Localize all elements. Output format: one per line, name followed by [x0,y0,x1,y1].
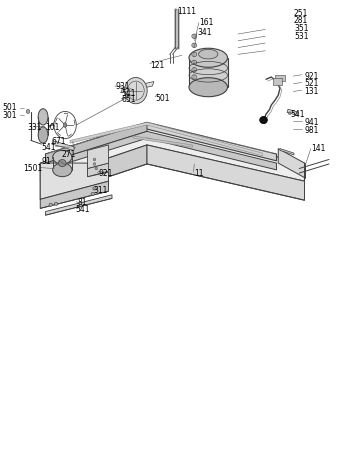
Ellipse shape [189,78,228,96]
Text: 11: 11 [194,169,204,178]
Polygon shape [46,122,147,163]
Polygon shape [52,141,75,150]
Text: 81: 81 [77,198,86,207]
Ellipse shape [93,163,96,165]
Ellipse shape [93,187,96,190]
Text: 251: 251 [294,9,308,18]
Ellipse shape [26,109,30,113]
Text: 1501: 1501 [23,164,42,173]
Polygon shape [40,127,304,181]
Text: 331: 331 [27,123,42,132]
Polygon shape [278,149,304,178]
Polygon shape [70,122,262,156]
Ellipse shape [125,77,147,104]
Polygon shape [88,163,108,177]
Ellipse shape [91,192,94,196]
Polygon shape [40,163,108,199]
Ellipse shape [199,49,218,59]
Ellipse shape [54,202,58,205]
Text: 301: 301 [3,111,17,120]
FancyBboxPatch shape [275,75,285,81]
Ellipse shape [52,163,72,177]
Text: 671: 671 [52,137,66,146]
Ellipse shape [192,43,197,48]
Ellipse shape [192,75,197,79]
Ellipse shape [192,52,197,57]
Text: 121: 121 [150,61,165,70]
Text: 931: 931 [116,82,130,92]
FancyBboxPatch shape [273,78,282,85]
Text: 281: 281 [294,16,308,25]
Ellipse shape [192,67,197,72]
Polygon shape [287,109,299,116]
Text: 141: 141 [312,144,326,153]
Text: 921: 921 [304,72,319,81]
Text: 91: 91 [41,157,51,166]
Ellipse shape [38,127,48,143]
Text: 651: 651 [122,95,136,104]
Ellipse shape [192,34,197,39]
Ellipse shape [63,123,67,127]
Text: 981: 981 [304,126,319,135]
Text: 541: 541 [122,89,136,98]
Text: 521: 521 [304,79,319,88]
Polygon shape [40,145,147,199]
Text: 161: 161 [199,18,214,27]
Ellipse shape [49,203,52,206]
Ellipse shape [38,109,48,125]
Text: 941: 941 [304,118,319,127]
Ellipse shape [52,150,72,164]
Text: 1111: 1111 [177,7,196,16]
Text: 341: 341 [198,28,212,37]
Text: 531: 531 [294,32,308,41]
Polygon shape [46,195,112,215]
Polygon shape [88,145,108,169]
Ellipse shape [95,167,98,170]
Text: 541: 541 [290,110,305,119]
Polygon shape [280,149,294,155]
Text: 501: 501 [156,94,170,103]
Text: 921: 921 [98,169,112,178]
Text: 541: 541 [75,205,90,214]
Polygon shape [147,145,304,200]
Polygon shape [46,122,276,161]
Polygon shape [121,82,154,93]
Text: 271: 271 [61,149,76,159]
Text: 311: 311 [94,186,108,195]
Polygon shape [40,181,108,208]
Ellipse shape [189,48,228,67]
Ellipse shape [288,112,291,115]
Text: 541: 541 [41,143,56,152]
Text: 351: 351 [294,24,308,33]
Ellipse shape [192,60,197,65]
Text: 501: 501 [3,103,17,112]
Ellipse shape [93,158,96,161]
Ellipse shape [58,159,66,167]
Polygon shape [133,136,192,147]
Polygon shape [189,58,228,87]
Text: 101: 101 [46,123,60,132]
Ellipse shape [260,116,267,124]
Text: 131: 131 [304,87,319,96]
Polygon shape [46,131,276,170]
